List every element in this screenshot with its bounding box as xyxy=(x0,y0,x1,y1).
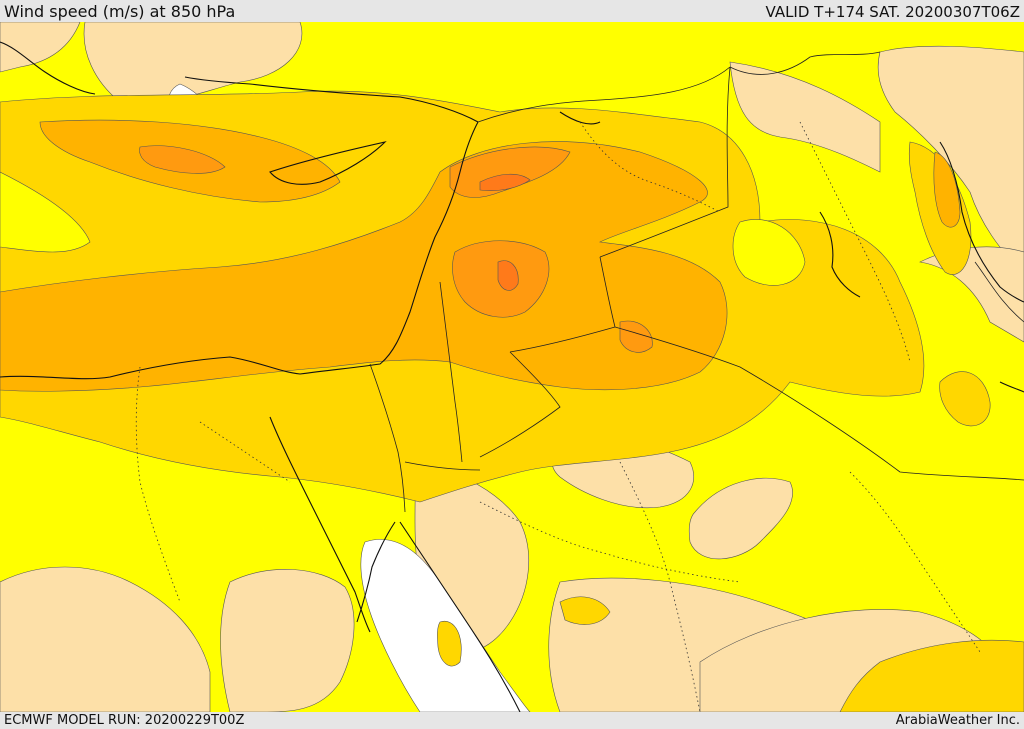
strong-area-zagros xyxy=(933,151,961,228)
border-turkey-iran xyxy=(729,51,881,75)
light-area-egypt-south xyxy=(220,568,355,712)
map-canvas xyxy=(0,22,1024,712)
coast-lake-van xyxy=(559,111,601,125)
coast-north-africa-levant xyxy=(0,121,479,380)
coast-gulf-of-suez xyxy=(269,416,371,633)
border-turkey-syria xyxy=(477,66,731,123)
valid-time: VALID T+174 SAT. 20200307T06Z xyxy=(765,3,1020,21)
boundary-syria-provinces xyxy=(579,121,721,213)
coast-sinai-east xyxy=(356,521,396,623)
light-area-libya xyxy=(0,566,211,712)
boundary-saudi-regions-1 xyxy=(479,501,741,583)
border-jordan-iraq xyxy=(509,256,616,353)
coast-anatolia-south xyxy=(184,76,479,123)
extreme-core-syria xyxy=(497,260,519,291)
very-strong-area-cyprus-west xyxy=(139,145,226,174)
border-saudi-iraq-kuwait xyxy=(614,326,1024,481)
borders xyxy=(369,51,1024,513)
boundary-iraq-provinces xyxy=(799,121,911,363)
coast-cyprus xyxy=(269,141,387,185)
coast-greece xyxy=(0,41,96,95)
map-title: Wind speed (m/s) at 850 hPa xyxy=(4,2,236,21)
fresh-area-gulf xyxy=(939,371,991,427)
border-jordan-saudi xyxy=(479,351,561,458)
boundary-saudi-regions-2 xyxy=(619,461,701,712)
boundary-egypt-governorates xyxy=(199,421,291,483)
header-bar: Wind speed (m/s) at 850 hPa VALID T+174 … xyxy=(0,0,1024,22)
light-area-iran-west xyxy=(729,61,881,173)
border-syria-iraq xyxy=(599,66,731,258)
very-strong-area-iraq xyxy=(619,320,653,353)
strong-area-levant-jet xyxy=(0,141,728,392)
coast-hejaz xyxy=(399,521,521,712)
fresh-area-small xyxy=(559,596,611,625)
light-area-zagros xyxy=(877,45,1024,273)
credit-label: ArabiaWeather Inc. xyxy=(895,713,1020,728)
boundary-saudi-east xyxy=(849,471,981,653)
field-moderate-pockets xyxy=(0,171,806,289)
light-area-balkans xyxy=(0,22,81,73)
border-jordan-israel xyxy=(439,281,463,463)
moderate-pocket-iraq xyxy=(732,219,806,286)
wind-speed-map xyxy=(0,22,1024,712)
extreme-core-lebanon xyxy=(479,173,531,191)
field-extreme xyxy=(479,173,531,291)
fresh-area-red-sea-island xyxy=(437,620,462,667)
coast-persian-gulf-north xyxy=(939,141,1024,303)
coast-tigris-marsh xyxy=(819,211,861,298)
footer-bar: ECMWF MODEL RUN: 20200229T00Z ArabiaWeat… xyxy=(0,712,1024,729)
border-egypt-israel xyxy=(369,363,406,513)
coastlines xyxy=(0,41,1024,712)
light-area-najd xyxy=(688,477,793,560)
border-jordan-aqaba xyxy=(404,461,481,471)
internal-boundaries xyxy=(135,121,981,712)
moderate-pocket-west xyxy=(0,171,91,253)
border-iran-iraq-south xyxy=(974,261,1024,323)
coast-gulf-east xyxy=(999,381,1024,393)
model-run-label: ECMWF MODEL RUN: 20200229T00Z xyxy=(4,713,245,728)
